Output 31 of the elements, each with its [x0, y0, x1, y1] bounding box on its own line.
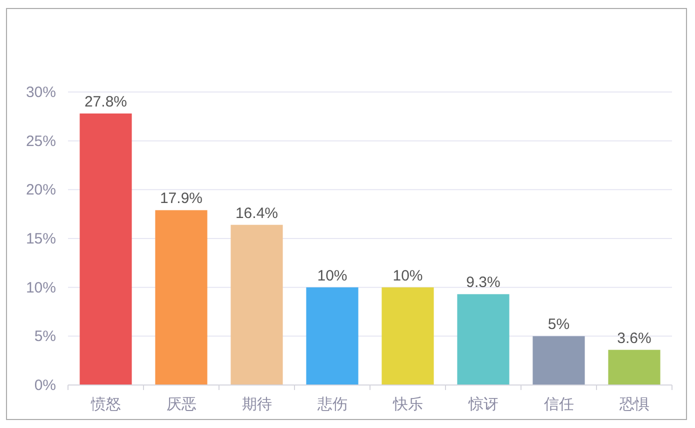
data-label: 10% [317, 267, 348, 284]
x-tick-label: 厌恶 [166, 396, 196, 413]
data-label: 27.8% [84, 93, 128, 110]
x-tick-label: 惊讶 [467, 396, 498, 413]
y-tick-label: 10% [26, 279, 56, 296]
bar [457, 294, 510, 385]
data-label: 10% [392, 267, 423, 284]
bar [306, 287, 358, 385]
y-tick-label: 15% [26, 230, 56, 248]
x-tick-label: 恐惧 [618, 396, 650, 413]
bar [382, 287, 434, 385]
bar [608, 350, 660, 385]
bar [80, 113, 132, 385]
data-label: 3.6% [617, 330, 652, 347]
y-tick-label: 25% [26, 132, 56, 150]
bar [230, 224, 283, 385]
data-label: 9.3% [466, 274, 500, 292]
x-tick-label: 悲伤 [316, 396, 348, 413]
bar [155, 210, 208, 385]
y-tick-label: 5% [34, 328, 56, 346]
data-label: 17.9% [160, 190, 203, 208]
y-tick-label: 30% [26, 84, 56, 101]
y-tick-label: 0% [34, 377, 56, 394]
x-tick-label: 愤怒 [90, 396, 121, 413]
y-tick-label: 20% [26, 182, 56, 199]
data-label: 5% [548, 316, 570, 334]
x-tick-label: 期待 [242, 396, 272, 413]
x-tick-label: 快乐 [392, 396, 423, 413]
data-label: 16.4% [235, 204, 278, 222]
x-tick-label: 信任 [544, 396, 574, 413]
bar [532, 336, 585, 385]
